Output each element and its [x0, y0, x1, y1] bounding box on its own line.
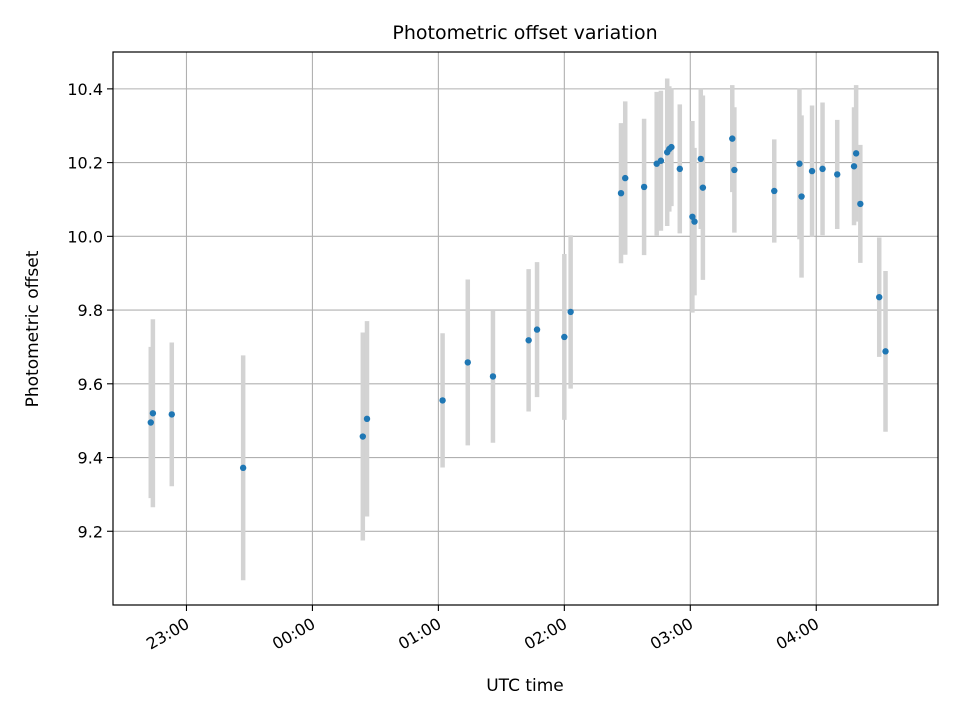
data-point — [691, 218, 698, 225]
data-point — [729, 135, 736, 142]
data-point — [771, 187, 778, 195]
data-point — [676, 165, 683, 173]
data-point — [697, 155, 704, 163]
data-point — [834, 171, 841, 178]
data-points — [147, 135, 889, 472]
y-tick-label: 10.2 — [67, 154, 103, 173]
data-point — [731, 166, 738, 174]
data-point — [363, 415, 371, 423]
data-point — [876, 293, 883, 301]
data-point — [668, 143, 675, 151]
data-point — [168, 411, 175, 418]
data-point — [464, 359, 471, 366]
chart-title: Photometric offset variation — [392, 22, 657, 44]
y-tick-label: 10.0 — [67, 227, 103, 246]
data-point — [149, 410, 157, 417]
data-point — [617, 189, 625, 197]
y-tick-label: 9.2 — [78, 522, 103, 541]
y-axis: 9.2 9.4 9.6 9.8 10.0 10.2 10.4 — [67, 80, 113, 541]
data-point — [239, 464, 247, 472]
x-axis-label: UTC time — [486, 676, 564, 696]
data-point — [147, 419, 154, 426]
data-point — [850, 163, 858, 170]
data-point — [439, 397, 446, 404]
y-tick-label: 9.8 — [78, 301, 103, 320]
data-point — [882, 348, 889, 355]
y-axis-label: Photometric offset — [23, 250, 43, 407]
plot-area-frame — [112, 51, 939, 606]
data-point — [533, 326, 541, 333]
y-tick-label: 9.4 — [78, 449, 103, 468]
data-point — [561, 333, 568, 341]
data-point — [657, 157, 665, 164]
data-point — [567, 308, 574, 316]
y-tick-label: 10.4 — [67, 80, 103, 99]
data-point — [852, 150, 860, 157]
data-point — [808, 167, 816, 175]
data-point — [525, 337, 532, 344]
data-point — [699, 184, 707, 191]
data-point — [489, 373, 497, 380]
data-point — [796, 160, 803, 167]
data-point — [622, 174, 629, 182]
y-tick-label: 9.6 — [78, 375, 103, 394]
data-point — [359, 433, 367, 440]
data-point — [689, 213, 696, 220]
data-point — [640, 183, 648, 191]
data-point — [819, 165, 826, 173]
data-point — [798, 193, 805, 200]
data-point — [857, 200, 864, 208]
